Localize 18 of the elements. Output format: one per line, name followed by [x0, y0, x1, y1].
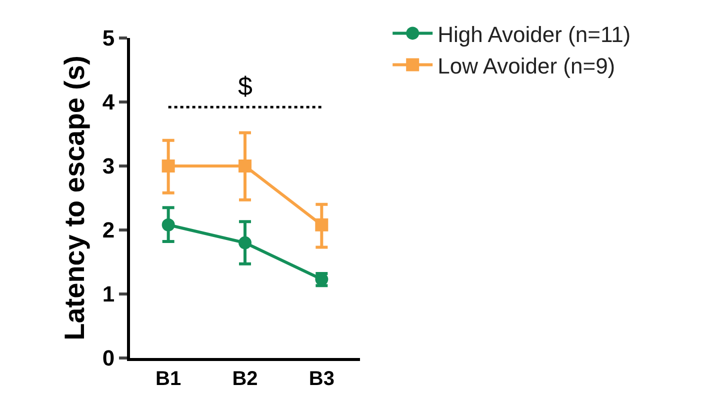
legend-label: High Avoider (n=11) — [438, 22, 631, 47]
y-tick-label: 0 — [102, 346, 115, 371]
y-axis-title: Latency to escape (s) — [59, 56, 90, 340]
point — [315, 218, 328, 232]
point — [162, 160, 175, 172]
point — [162, 218, 175, 232]
legend-label: Low Avoider (n=9) — [438, 53, 616, 78]
x-tick-label: B2 — [232, 368, 258, 390]
point — [238, 160, 252, 172]
y-tick-label: 4 — [102, 90, 116, 115]
ref-line-label: $ — [238, 71, 253, 101]
y-tick-label: 2 — [102, 218, 115, 243]
x-tick-label: B3 — [308, 368, 334, 390]
x-tick-label: B1 — [156, 368, 182, 390]
y-tick-label: 5 — [102, 26, 115, 51]
y-tick-label: 1 — [102, 282, 115, 307]
y-tick-label: 3 — [102, 154, 115, 179]
point — [238, 236, 252, 250]
